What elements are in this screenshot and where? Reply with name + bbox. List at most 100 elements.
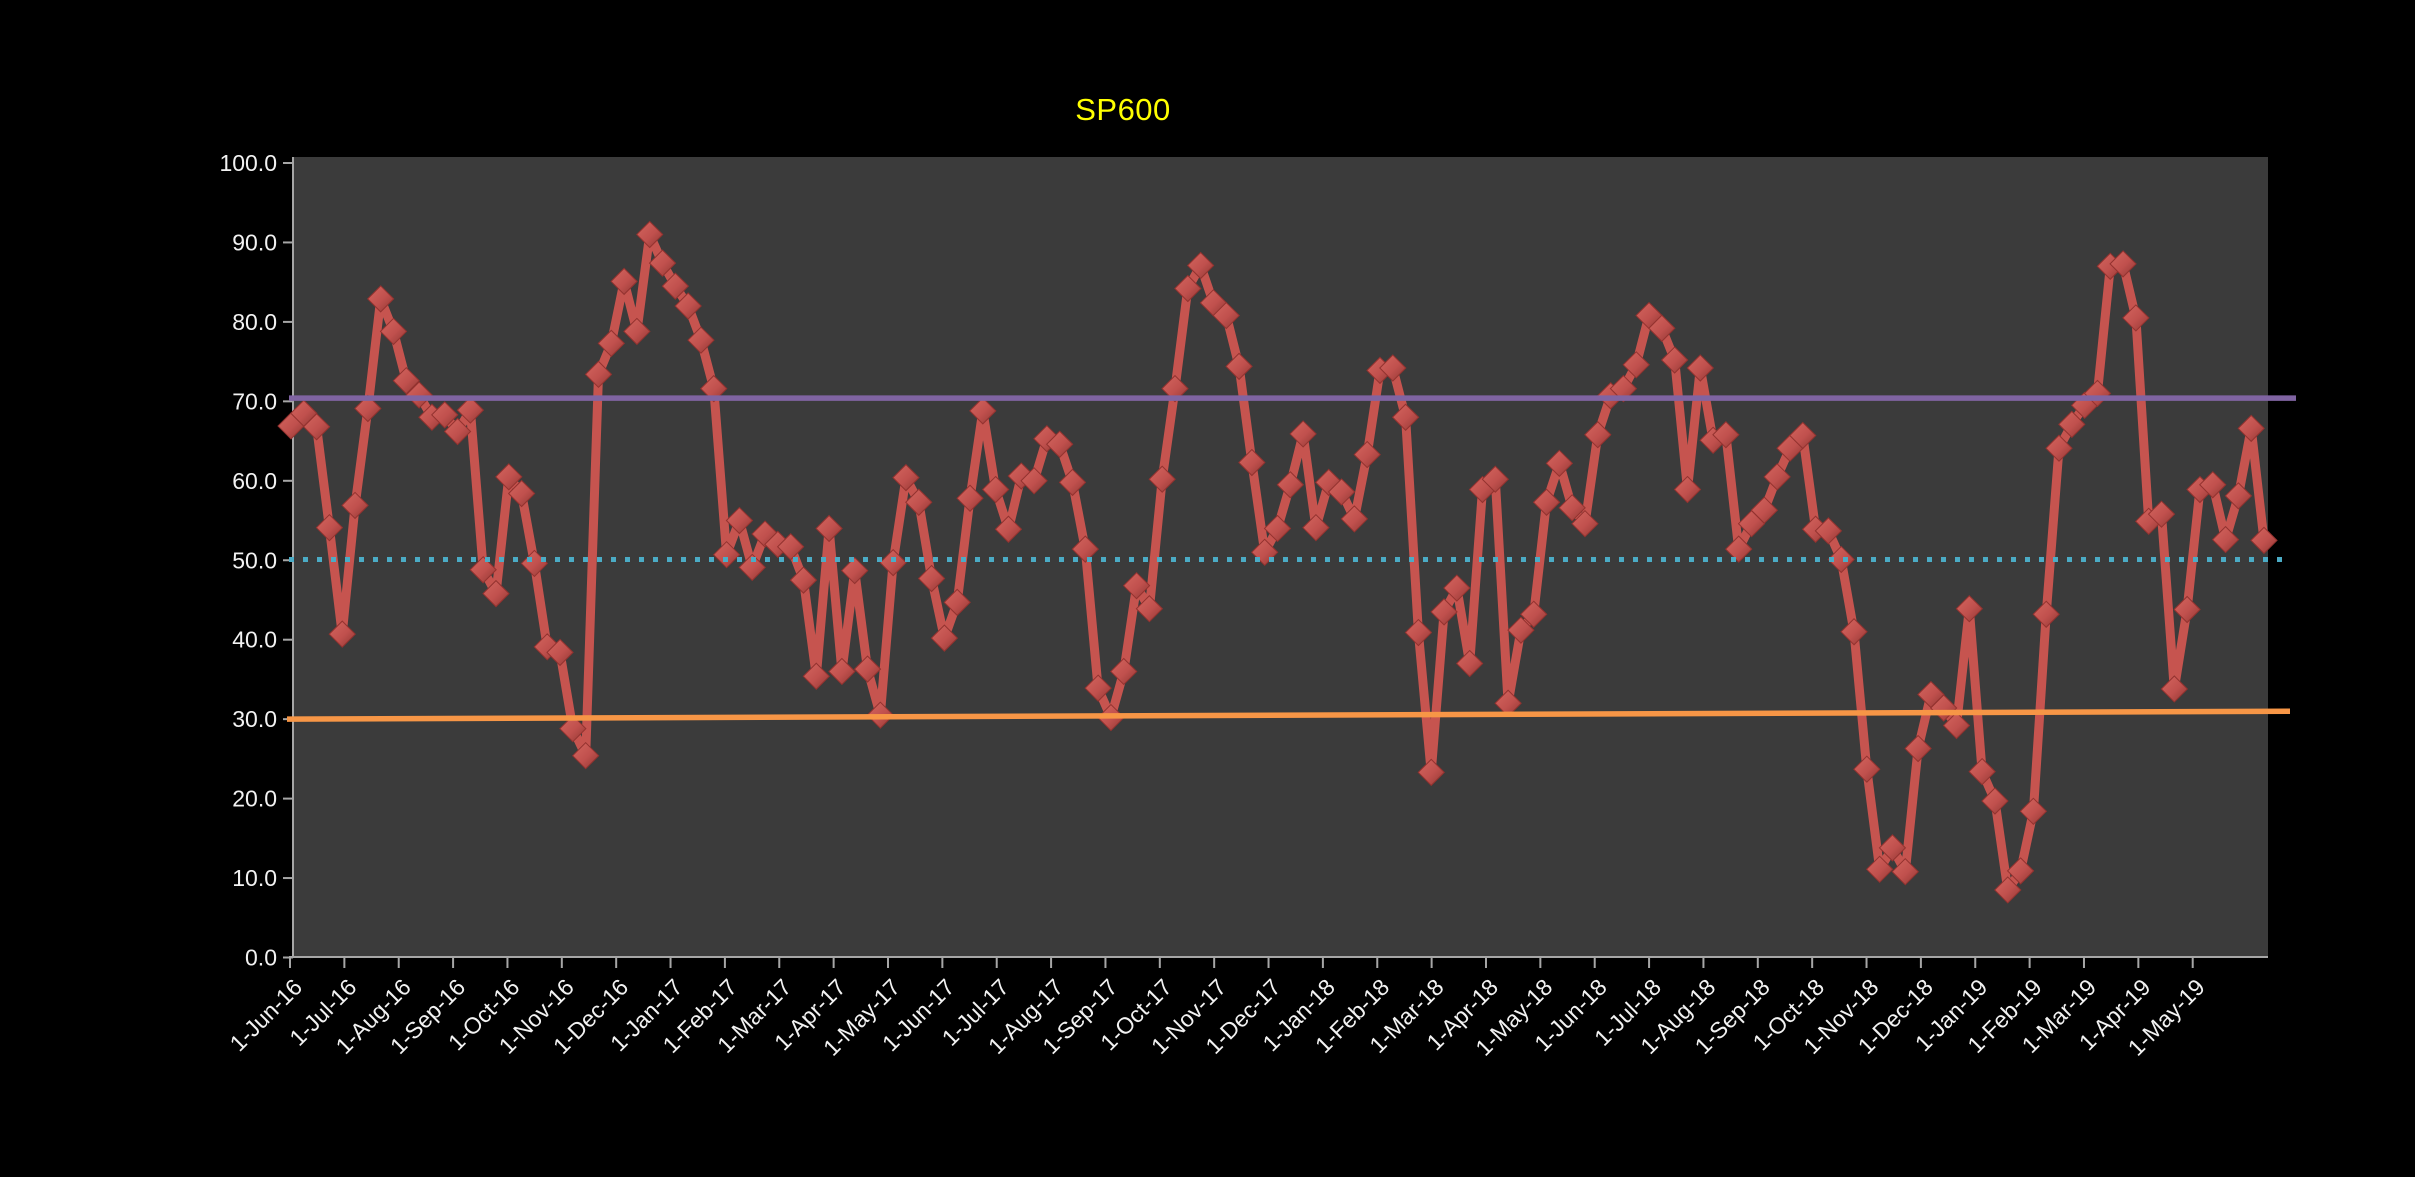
data-point-marker bbox=[2045, 434, 2073, 462]
data-point-marker bbox=[341, 491, 369, 520]
data-point-marker bbox=[1327, 478, 1356, 506]
y-tick-label: 60.0 bbox=[232, 468, 277, 494]
data-point-marker bbox=[1302, 513, 1330, 542]
data-point-marker bbox=[2122, 304, 2150, 332]
y-tick-label: 90.0 bbox=[232, 229, 277, 255]
data-point-marker bbox=[1058, 468, 1087, 497]
data-point-marker bbox=[1161, 374, 1189, 403]
data-point-marker bbox=[1968, 757, 1996, 786]
data-point-marker bbox=[1379, 354, 1407, 382]
data-point-marker bbox=[1174, 274, 1202, 303]
data-point-marker bbox=[1725, 535, 1753, 563]
data-point-marker bbox=[1827, 545, 1855, 574]
data-point-marker bbox=[2147, 500, 2176, 528]
data-point-marker bbox=[1904, 734, 1932, 763]
data-point-marker bbox=[469, 556, 497, 584]
data-point-marker bbox=[1212, 301, 1240, 330]
data-point-marker bbox=[943, 588, 971, 617]
data-point-marker bbox=[2199, 471, 2227, 499]
data-point-marker bbox=[2250, 526, 2278, 555]
data-point-marker bbox=[1750, 496, 1779, 524]
data-point-marker bbox=[828, 657, 856, 686]
data-point-marker bbox=[1942, 711, 1971, 740]
y-tick-label: 50.0 bbox=[232, 547, 277, 573]
data-point-marker bbox=[1391, 403, 1420, 431]
data-point-marker bbox=[405, 381, 433, 409]
data-point-marker bbox=[687, 326, 715, 354]
data-point-marker bbox=[725, 506, 754, 535]
data-point-marker bbox=[1084, 674, 1112, 702]
data-point-marker bbox=[1404, 618, 1433, 647]
data-point-marker bbox=[648, 249, 677, 277]
data-point-marker bbox=[1878, 834, 1907, 862]
data-point-marker bbox=[1673, 475, 1702, 504]
y-tick-label: 70.0 bbox=[232, 388, 277, 414]
data-point-marker bbox=[661, 272, 690, 300]
data-point-marker bbox=[1238, 448, 1266, 477]
data-point-marker bbox=[2211, 525, 2240, 554]
data-point-marker bbox=[2032, 600, 2060, 628]
data-point-marker bbox=[1520, 600, 1548, 628]
data-point-marker bbox=[366, 285, 395, 313]
data-point-marker bbox=[1020, 467, 1048, 495]
data-point-marker bbox=[802, 662, 830, 690]
data-point-marker bbox=[700, 374, 728, 403]
data-point-marker bbox=[712, 540, 741, 569]
data-point-marker bbox=[2173, 595, 2201, 624]
data-point-marker bbox=[1891, 857, 1919, 886]
data-point-marker bbox=[1840, 618, 1868, 646]
data-point-marker bbox=[1609, 374, 1638, 403]
data-point-marker bbox=[674, 292, 702, 320]
data-point-marker bbox=[1507, 616, 1535, 644]
data-point-marker bbox=[892, 463, 920, 492]
data-point-marker bbox=[917, 564, 946, 593]
data-point-marker bbox=[1584, 421, 1612, 449]
data-point-marker bbox=[1853, 755, 1881, 783]
data-point-marker bbox=[1186, 251, 1215, 280]
data-point-marker bbox=[2019, 797, 2048, 826]
reference-line-lower bbox=[286, 708, 2291, 722]
data-point-marker bbox=[1135, 595, 1164, 623]
data-point-marker bbox=[584, 360, 613, 389]
data-point-marker bbox=[930, 624, 959, 652]
data-point-marker bbox=[969, 397, 997, 425]
data-point-marker bbox=[2160, 675, 2189, 703]
data-point-marker bbox=[1865, 855, 1894, 884]
data-point-marker bbox=[1263, 514, 1292, 543]
data-point-marker bbox=[328, 620, 356, 648]
data-point-marker bbox=[443, 417, 472, 446]
data-point-marker bbox=[379, 317, 408, 346]
data-point-marker bbox=[1763, 463, 1791, 491]
data-point-marker bbox=[789, 566, 818, 594]
y-tick-label: 40.0 bbox=[232, 627, 277, 653]
data-point-marker bbox=[456, 396, 485, 424]
data-point-marker bbox=[1045, 430, 1074, 458]
data-point-marker bbox=[1276, 471, 1305, 499]
data-point-marker bbox=[1571, 509, 1599, 538]
data-point-marker bbox=[1981, 787, 2009, 815]
data-point-marker bbox=[1955, 595, 1984, 623]
data-point-marker bbox=[1558, 494, 1586, 522]
data-point-marker bbox=[1353, 440, 1381, 469]
data-point-marker bbox=[571, 741, 600, 770]
data-point-marker bbox=[1148, 465, 1176, 493]
data-point-marker bbox=[482, 579, 510, 608]
data-point-marker bbox=[597, 329, 625, 358]
data-point-marker bbox=[879, 548, 907, 577]
data-point-marker bbox=[1110, 657, 1138, 686]
data-point-marker bbox=[956, 484, 984, 512]
data-point-marker bbox=[1994, 876, 2022, 904]
data-point-marker bbox=[1417, 758, 1445, 787]
data-point-marker bbox=[2058, 410, 2086, 439]
data-point-marker bbox=[1455, 649, 1484, 678]
data-point-marker bbox=[1686, 354, 1714, 382]
y-tick-label: 0.0 bbox=[245, 945, 277, 971]
data-point-marker bbox=[2224, 482, 2253, 510]
data-point-marker bbox=[559, 714, 587, 743]
data-point-marker bbox=[533, 633, 561, 661]
y-tick-label: 20.0 bbox=[232, 786, 277, 812]
data-point-marker bbox=[495, 463, 523, 491]
data-point-marker bbox=[853, 655, 882, 683]
